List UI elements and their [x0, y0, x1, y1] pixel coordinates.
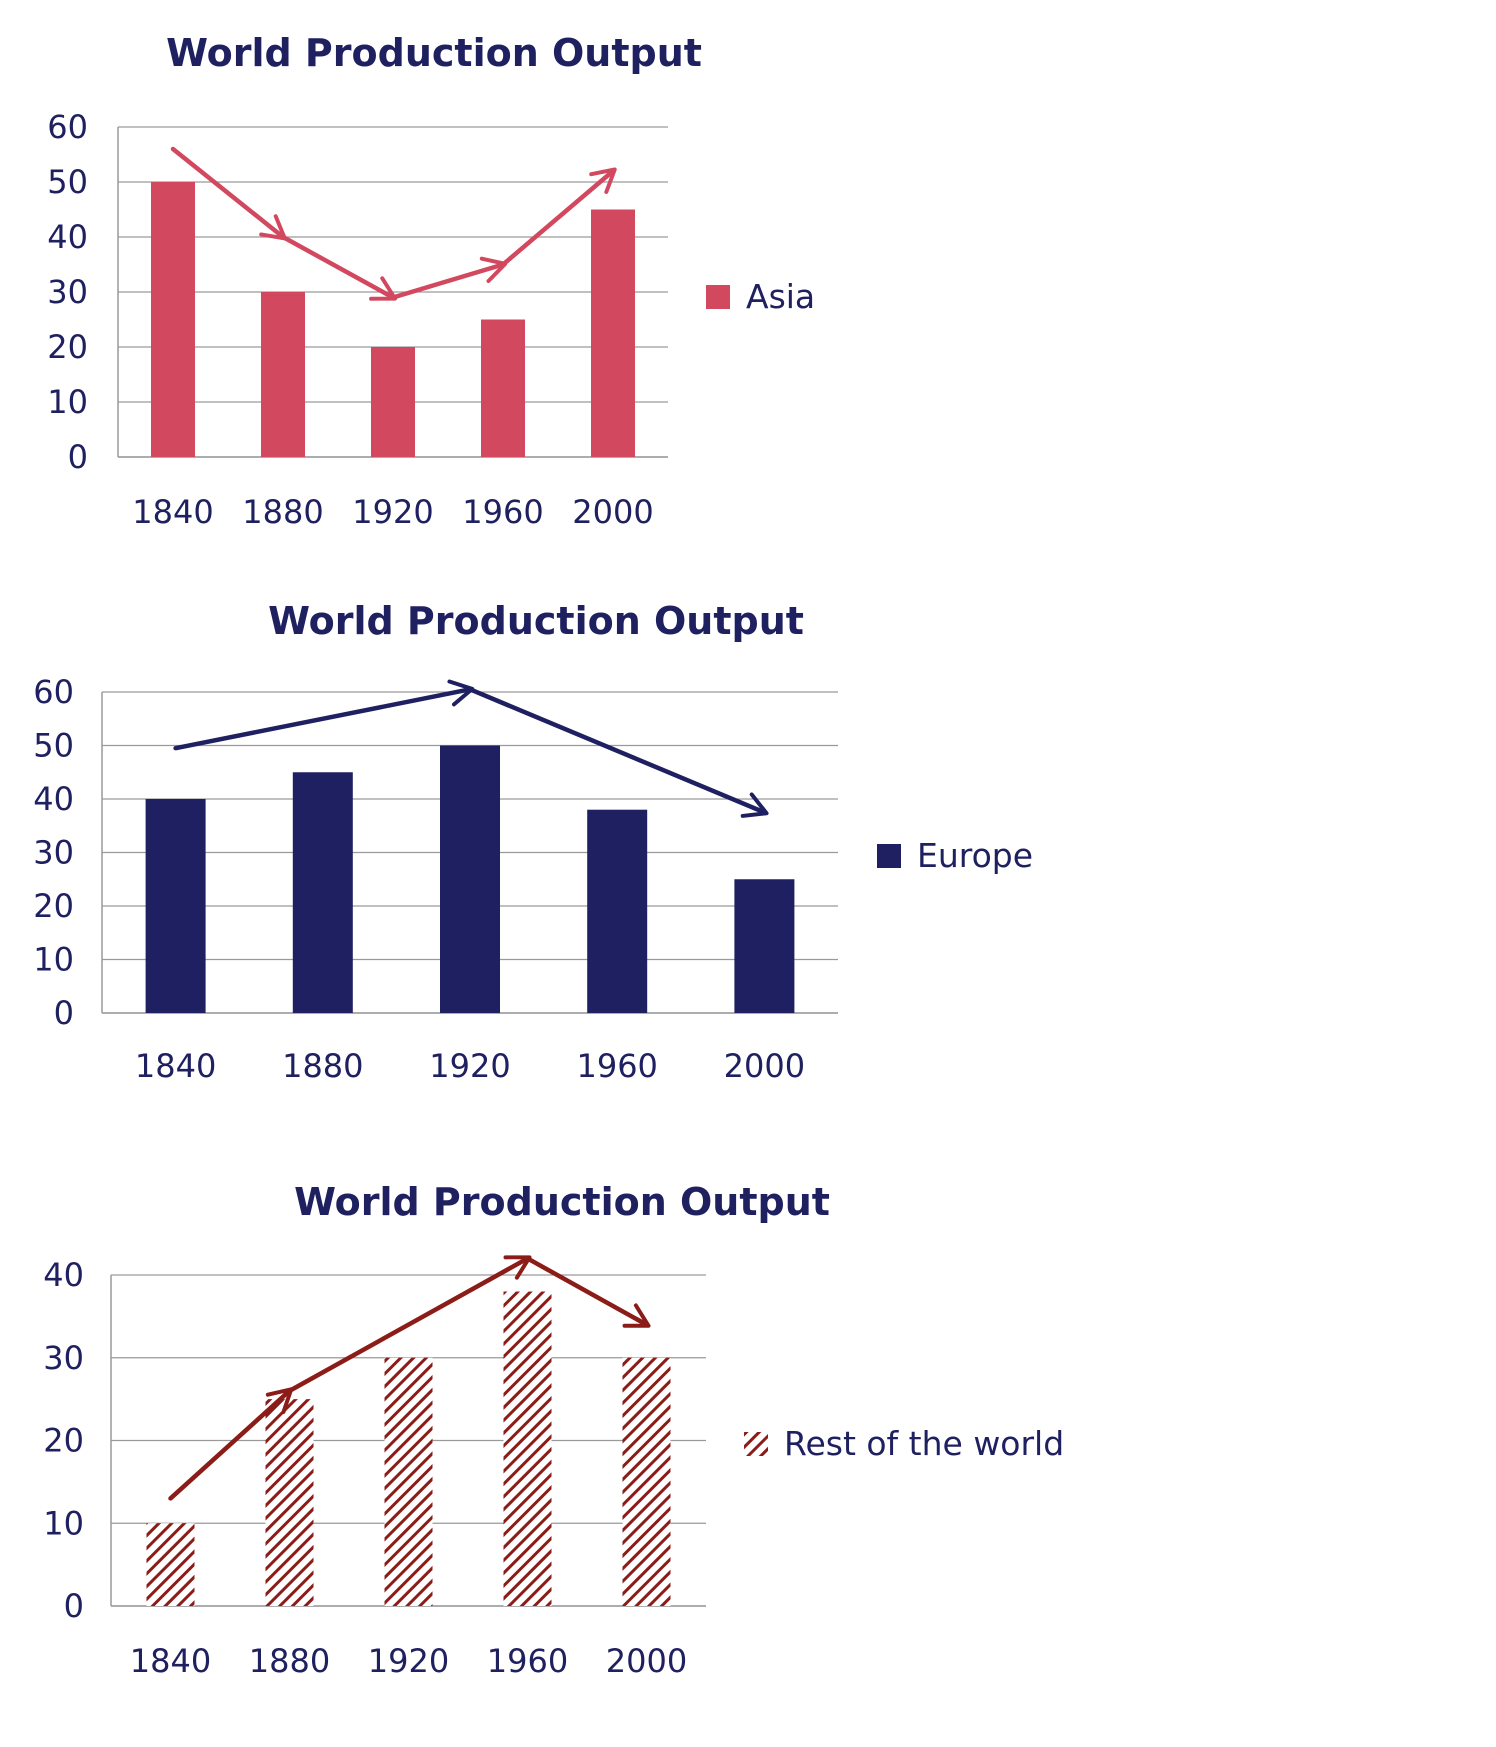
bar-1840	[151, 182, 195, 457]
y-tick-label: 10	[43, 1504, 84, 1542]
legend-swatch	[706, 285, 730, 309]
legend-label: Europe	[917, 836, 1033, 875]
legend-swatch	[877, 844, 901, 868]
x-tick-label: 1960	[462, 493, 543, 531]
bar-1840	[146, 1523, 195, 1606]
trend-arrow-segment	[280, 234, 398, 301]
trend-arrow-segment	[467, 687, 769, 818]
x-tick-label: 1880	[242, 493, 323, 531]
y-tick-label: 0	[54, 994, 74, 1032]
x-tick-label: 1840	[132, 493, 213, 531]
y-tick-label: 60	[47, 108, 88, 146]
legend-label: Rest of the world	[784, 1424, 1064, 1463]
trend-arrow-segment	[500, 167, 617, 267]
legend: Rest of the world	[744, 1424, 1064, 1463]
y-tick-label: 40	[47, 218, 88, 256]
y-tick-label: 10	[47, 383, 88, 421]
chart-3: World Production Output 0 10 20 30 40 1840 1880…	[43, 1180, 1064, 1680]
y-tick-label: 0	[64, 1587, 84, 1625]
x-tick-label: 2000	[606, 1642, 687, 1680]
bar-1880	[292, 772, 353, 1013]
x-tick-label: 1880	[249, 1642, 330, 1680]
bar-1920	[440, 745, 500, 1013]
bar-1840	[145, 799, 206, 1013]
x-tick-label: 2000	[572, 493, 653, 531]
bar-1920	[371, 347, 415, 457]
chart-1: World Production Output 0 10 20 30 40 50 60 1840…	[47, 31, 815, 531]
trend-arrow-segment	[287, 1255, 532, 1394]
bar-1960	[503, 1291, 552, 1606]
trend-arrow-segment	[170, 146, 287, 241]
bar-2000	[591, 209, 635, 457]
y-tick-label: 30	[47, 273, 88, 311]
y-tick-label: 40	[43, 1256, 84, 1294]
trend-arrow-segment	[168, 1387, 294, 1501]
y-tick-label: 30	[33, 834, 74, 872]
legend-swatch	[744, 1432, 768, 1456]
legend: Europe	[877, 836, 1033, 875]
x-tick-label: 1920	[368, 1642, 449, 1680]
y-tick-label: 20	[43, 1422, 84, 1460]
bar-1880	[265, 1399, 314, 1606]
x-tick-label: 1880	[282, 1047, 363, 1085]
chart-title: World Production Output	[294, 1180, 830, 1224]
y-tick-label: 20	[47, 328, 88, 366]
trend-arrow-segment	[525, 1256, 651, 1328]
x-tick-label: 1840	[130, 1642, 211, 1680]
trend-arrow-segment	[173, 679, 475, 751]
y-tick-label: 30	[43, 1339, 84, 1377]
x-tick-label: 2000	[724, 1047, 805, 1085]
x-tick-label: 1920	[429, 1047, 510, 1085]
y-tick-label: 0	[68, 438, 88, 476]
bar-1960	[481, 319, 525, 457]
bar-1920	[384, 1357, 433, 1606]
y-tick-label: 10	[33, 941, 74, 979]
x-tick-label: 1960	[487, 1642, 568, 1680]
chart-2: World Production Output 0 10 20 30 40 50 60 1840…	[33, 599, 1033, 1085]
x-tick-label: 1960	[576, 1047, 657, 1085]
legend-label: Asia	[746, 277, 815, 316]
x-tick-label: 1840	[135, 1047, 216, 1085]
bar-1880	[261, 292, 305, 457]
y-tick-label: 40	[33, 780, 74, 818]
y-tick-label: 20	[33, 887, 74, 925]
bar-2000	[622, 1357, 671, 1606]
chart-title: World Production Output	[166, 31, 702, 75]
y-tick-label: 50	[33, 727, 74, 765]
bar-1960	[587, 809, 648, 1013]
trend-arrow-segment	[390, 256, 508, 300]
bar-2000	[734, 879, 795, 1013]
y-tick-label: 60	[33, 673, 74, 711]
legend: Asia	[706, 277, 815, 316]
y-tick-label: 50	[47, 163, 88, 201]
x-tick-label: 1920	[352, 493, 433, 531]
chart-title: World Production Output	[268, 599, 804, 643]
